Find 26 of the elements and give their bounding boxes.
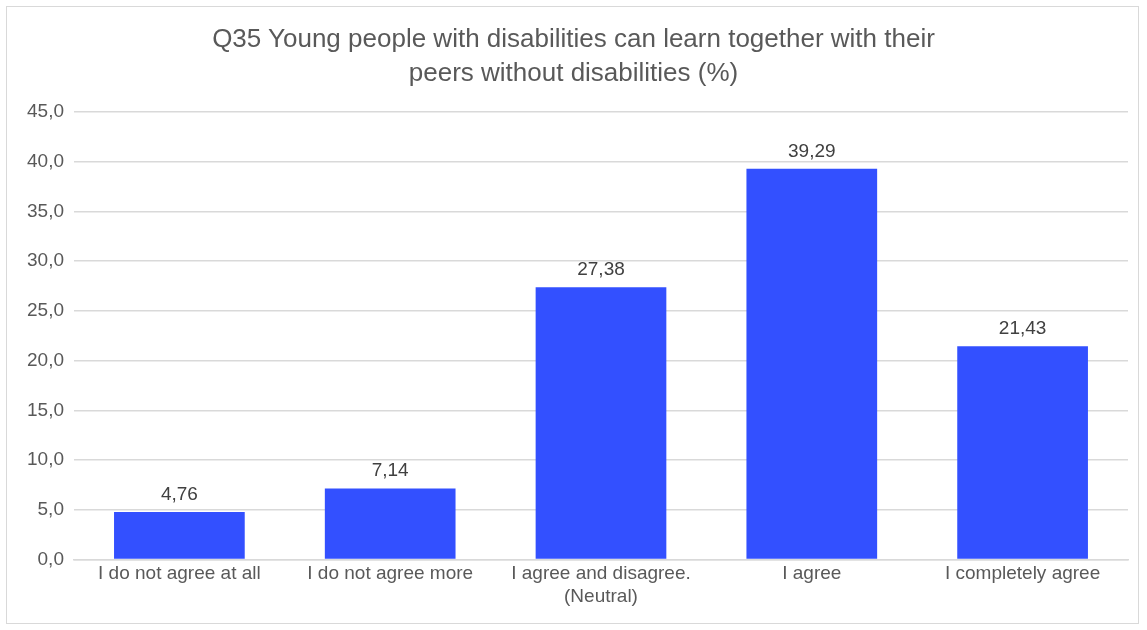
data-label: 7,14 [371,459,410,481]
data-label: 21,43 [998,317,1047,339]
y-tick-label: 30,0 [27,249,64,271]
x-tick-label: I agree [782,562,842,584]
y-tick-label: 45,0 [27,100,64,122]
x-tick-label: I do not agree more [307,562,474,584]
x-tick-label: I completely agree [944,562,1101,584]
bar [746,168,878,559]
chart-title: Q35 Young people with disabilities can learn together with their peers without disabilities (%) [211,22,936,89]
y-tick-label: 15,0 [27,398,64,420]
y-tick-label: 5,0 [37,497,64,519]
y-tick-label: 10,0 [27,448,64,470]
y-tick-label: 40,0 [27,149,64,171]
bar [114,512,245,559]
data-label: 39,29 [788,139,836,161]
bar [957,346,1088,559]
bar [535,287,667,559]
y-tick-label: 20,0 [27,348,64,370]
data-label: 27,38 [577,257,625,279]
y-tick-label: 35,0 [27,199,64,221]
y-tick-label: 0,0 [37,547,64,569]
bar [324,488,456,559]
data-label: 4,76 [160,482,198,504]
x-tick-label: I agree and disagree. (Neutral) [511,562,691,606]
y-tick-label: 25,0 [27,299,64,321]
x-tick-label: I do not agree at all [98,562,261,584]
